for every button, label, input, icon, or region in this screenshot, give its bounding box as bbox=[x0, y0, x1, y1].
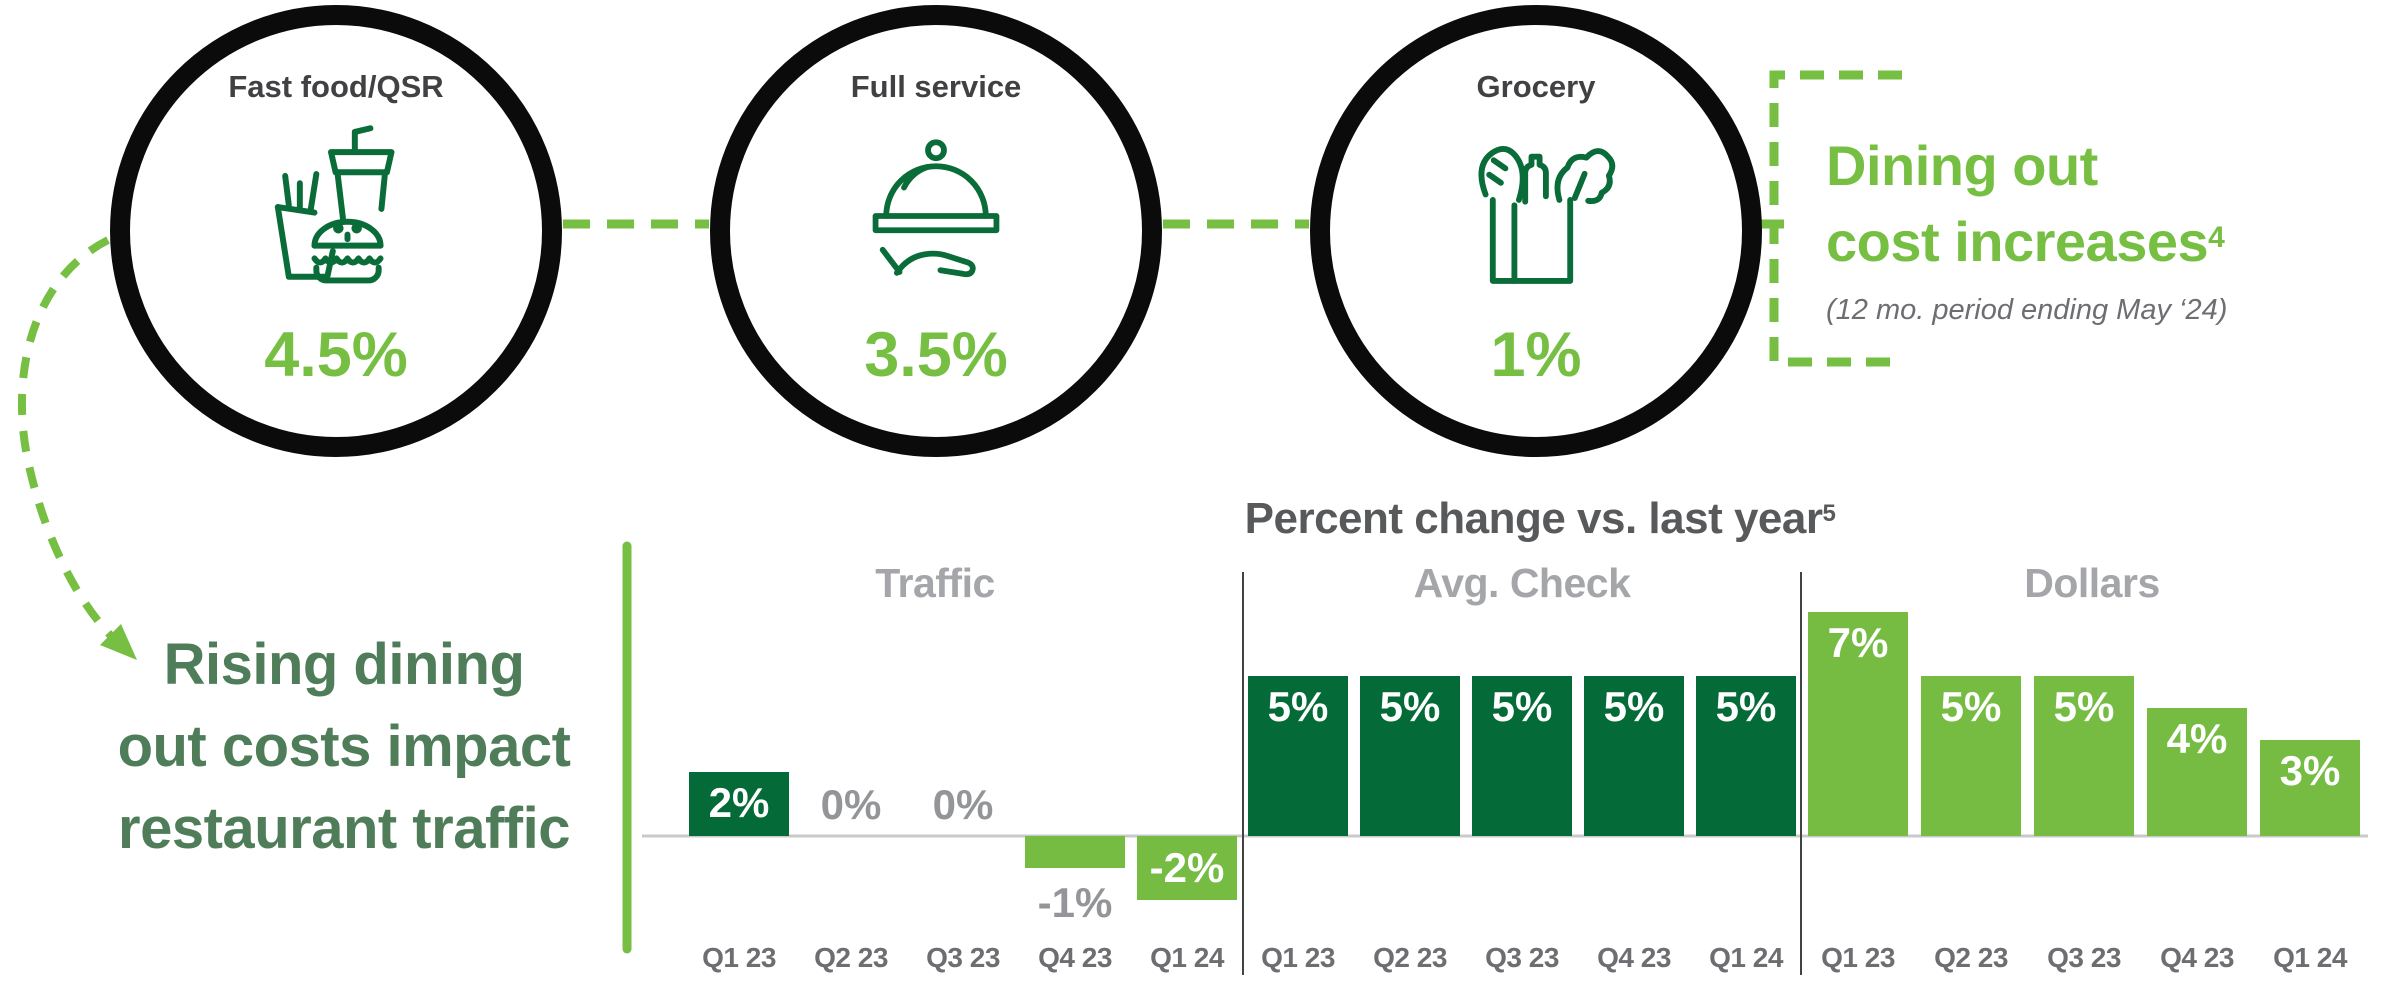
x-axis-label: Q1 23 bbox=[1821, 942, 1895, 973]
bar-value-label: 7% bbox=[1827, 619, 1889, 666]
curved-arrow bbox=[17, 236, 118, 643]
callout-title: Dining out cost increases4 bbox=[1826, 134, 2225, 273]
bar-value-label: 5% bbox=[1940, 683, 2002, 730]
circle-label: Full service bbox=[850, 69, 1022, 104]
headline-line: Rising dining bbox=[163, 632, 525, 697]
fast-food-icon bbox=[274, 125, 394, 284]
footnote-marker: 5 bbox=[1822, 500, 1836, 527]
bar bbox=[1025, 836, 1125, 868]
x-axis-label: Q3 23 bbox=[1485, 942, 1559, 973]
callout-subtitle: (12 mo. period ending May ‘24) bbox=[1826, 294, 2228, 326]
bar-value-label: 5% bbox=[1491, 683, 1553, 730]
x-axis-label: Q2 23 bbox=[1934, 942, 2008, 973]
x-axis-label: Q1 24 bbox=[1709, 942, 1783, 973]
x-axis-label: Q4 23 bbox=[1038, 942, 1112, 973]
bar bbox=[2034, 676, 2134, 836]
circle-icon-wrap bbox=[130, 117, 542, 299]
bar bbox=[2147, 708, 2247, 836]
circle-icon-wrap bbox=[730, 117, 1142, 299]
bar-value-label: 5% bbox=[1267, 683, 1329, 730]
x-axis-label: Q1 23 bbox=[1261, 942, 1335, 973]
bar-value-label: -1% bbox=[1037, 879, 1113, 926]
x-axis-label: Q1 23 bbox=[702, 942, 776, 973]
bar bbox=[1137, 836, 1237, 900]
circle-label: Fast food/QSR bbox=[228, 69, 444, 104]
bar bbox=[1472, 676, 1572, 836]
x-axis-label: Q4 23 bbox=[2160, 942, 2234, 973]
bar bbox=[1921, 676, 2021, 836]
x-axis-label: Q2 23 bbox=[814, 942, 888, 973]
x-axis-label: Q1 24 bbox=[1150, 942, 1224, 973]
chart-title: Percent change vs. last year5 bbox=[1244, 494, 1836, 543]
bar-value-label: 2% bbox=[708, 779, 770, 826]
x-axis-label: Q3 23 bbox=[926, 942, 1000, 973]
section-title-dollars: Dollars bbox=[2024, 560, 2160, 606]
section-title-traffic: Traffic bbox=[875, 560, 995, 606]
bar-value-label: 3% bbox=[2279, 747, 2341, 794]
x-axis-label: Q3 23 bbox=[2047, 942, 2121, 973]
cost-circle-grocery: Grocery 1% bbox=[1310, 5, 1762, 457]
x-axis-label: Q2 23 bbox=[1373, 942, 1447, 973]
x-axis-label: Q4 23 bbox=[1597, 942, 1671, 973]
cost-circle-full-service: Full service 3.5% bbox=[710, 5, 1162, 457]
circle-value: 3.5% bbox=[864, 320, 1008, 390]
bar bbox=[1360, 676, 1460, 836]
circle-label: Grocery bbox=[1476, 69, 1596, 104]
headline-line: out costs impact bbox=[117, 714, 571, 779]
section-title-avg-check: Avg. Check bbox=[1413, 560, 1631, 606]
grocery-bag-icon bbox=[1478, 146, 1616, 284]
cost-circle-fast-food: Fast food/QSR 4.5% bbox=[110, 5, 562, 457]
bar-value-label: 0% bbox=[820, 781, 882, 828]
circle-value: 4.5% bbox=[264, 320, 408, 390]
circle-value: 1% bbox=[1490, 320, 1582, 390]
bar bbox=[1584, 676, 1684, 836]
arrowhead-icon bbox=[100, 624, 137, 660]
cloche-icon bbox=[872, 139, 1000, 278]
circle-icon-wrap bbox=[1330, 117, 1742, 299]
bar-value-label: -2% bbox=[1149, 844, 1225, 891]
bar bbox=[2260, 740, 2360, 836]
bar bbox=[1808, 612, 1908, 836]
bar-value-label: 5% bbox=[1603, 683, 1665, 730]
footnote-marker: 4 bbox=[2208, 221, 2225, 254]
dining-out-callout: Dining out cost increases4 (12 mo. perio… bbox=[1826, 130, 2366, 327]
bar bbox=[689, 772, 789, 836]
bar-value-label: 5% bbox=[1379, 683, 1441, 730]
bar-value-label: 5% bbox=[1715, 683, 1777, 730]
x-axis-label: Q1 24 bbox=[2273, 942, 2347, 973]
headline: Rising dining out costs impact restauran… bbox=[70, 624, 618, 870]
callout-bracket bbox=[1769, 70, 1902, 367]
headline-line: restaurant traffic bbox=[118, 796, 570, 861]
bar bbox=[1696, 676, 1796, 836]
bar-value-label: 5% bbox=[2053, 683, 2115, 730]
bar-value-label: 4% bbox=[2166, 715, 2228, 762]
bar-value-label: 0% bbox=[932, 781, 994, 828]
bar bbox=[1248, 676, 1348, 836]
